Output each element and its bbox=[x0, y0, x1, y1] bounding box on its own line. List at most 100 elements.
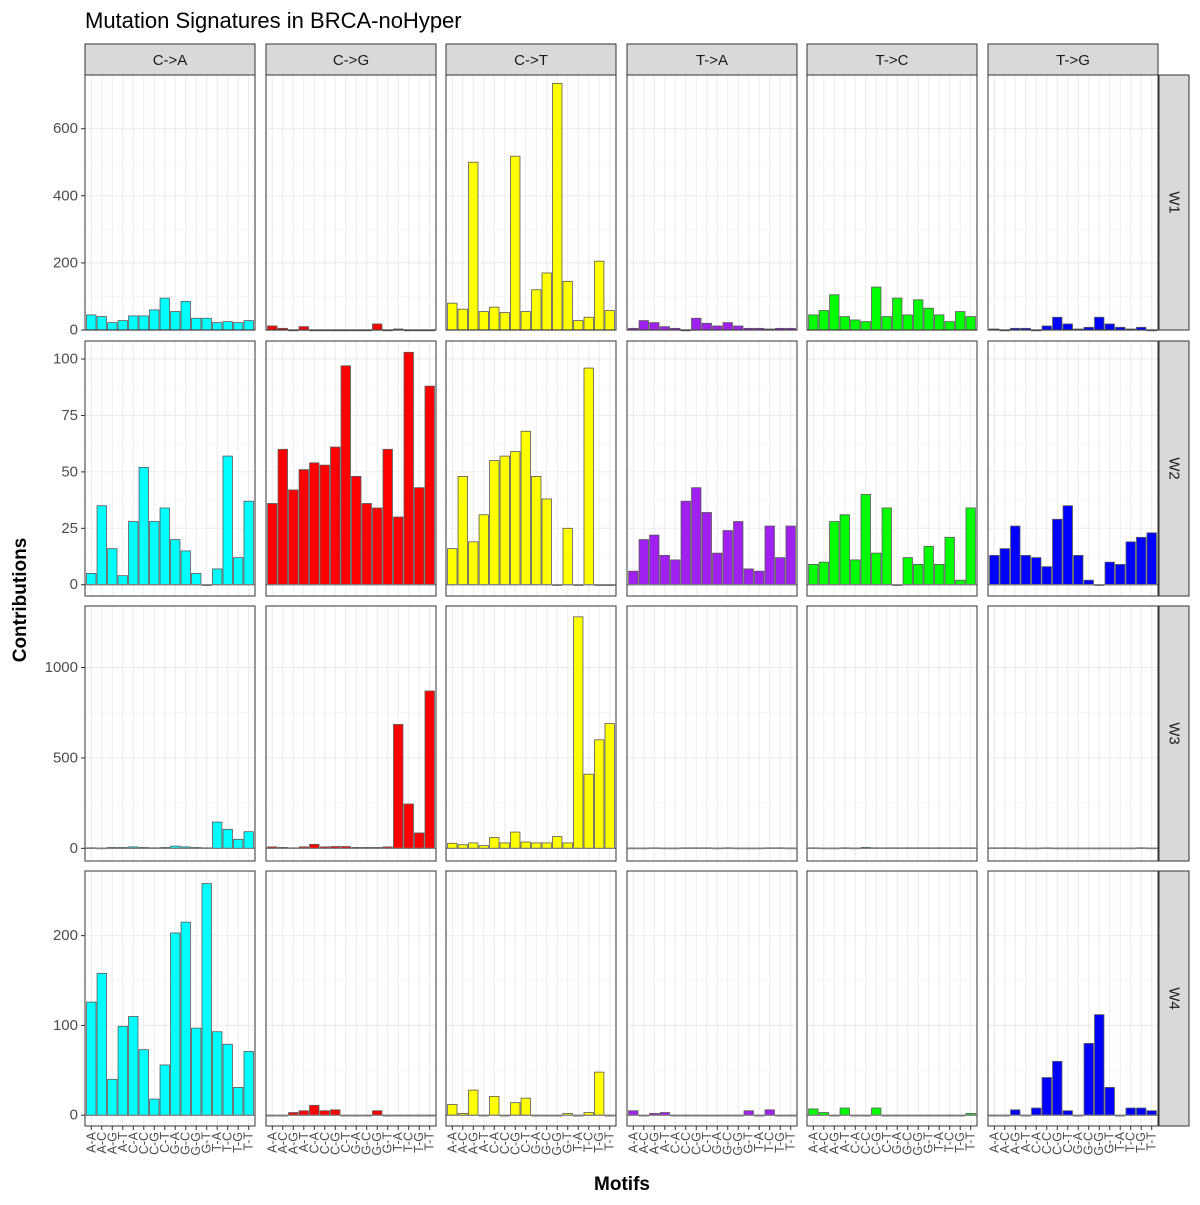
bar-w2-t-to-g-t-c bbox=[1125, 541, 1136, 586]
bar-w3-c-to-t-g-c bbox=[541, 842, 552, 849]
x-tick-label: C-A bbox=[668, 1131, 682, 1153]
bar-w3-c-to-t-t-g bbox=[594, 739, 605, 849]
bar-w4-c-to-g-c-c bbox=[319, 1110, 330, 1116]
bar-w2-t-to-a-c-t bbox=[701, 512, 712, 586]
bar-w3-c-to-t-t-a bbox=[573, 616, 584, 849]
x-tick-label: T-A bbox=[932, 1131, 946, 1151]
facet-strip-label-c-to-g: C->G bbox=[333, 52, 369, 69]
bar-w2-t-to-c-g-c bbox=[902, 557, 913, 586]
bar-w2-c-to-t-a-a bbox=[447, 548, 458, 586]
panel-border bbox=[987, 74, 1159, 331]
bar-w1-t-to-c-a-t bbox=[839, 316, 850, 331]
bar-w2-c-to-a-a-t bbox=[117, 575, 128, 586]
bar-w4-c-to-a-c-t bbox=[159, 1064, 170, 1116]
panel-bg-w1-c-to-a bbox=[85, 75, 255, 330]
y-tick-label: 200 bbox=[53, 254, 78, 271]
x-tick-label: A-T bbox=[116, 1132, 130, 1153]
x-tick-label: G-T bbox=[1103, 1132, 1117, 1154]
bar-w2-c-to-a-t-a bbox=[212, 568, 223, 586]
y-tick-label: 100 bbox=[53, 351, 78, 368]
y-tick-label: 0 bbox=[70, 322, 78, 339]
bar-w4-c-to-a-c-g bbox=[149, 1098, 160, 1116]
bar-w2-t-to-a-t-t bbox=[785, 525, 796, 586]
bar-w3-c-to-a-t-a bbox=[212, 821, 223, 849]
x-axis-title: Motifs bbox=[594, 1174, 650, 1195]
bar-w3-c-to-t-t-c bbox=[583, 773, 594, 849]
bar-w4-c-to-t-a-a bbox=[447, 1104, 458, 1116]
bar-w4-c-to-a-a-g bbox=[107, 1078, 118, 1116]
panel-bg-w4-t-to-a bbox=[627, 871, 797, 1126]
bar-w2-t-to-g-g-a bbox=[1073, 554, 1084, 586]
bar-w2-t-to-a-t-c bbox=[764, 525, 775, 586]
bar-w1-c-to-t-t-g bbox=[594, 260, 605, 331]
bar-w1-t-to-c-g-g bbox=[913, 299, 924, 331]
panel-border bbox=[265, 74, 437, 331]
facet-strip-label-c-to-a: C->A bbox=[153, 52, 188, 69]
x-tick-label: T-C bbox=[402, 1132, 416, 1152]
x-tick-label: C-C bbox=[137, 1132, 151, 1154]
x-tick-label: T-G bbox=[592, 1132, 606, 1153]
x-tick-label: T-G bbox=[412, 1132, 426, 1153]
x-tick-label: T-T bbox=[1145, 1132, 1159, 1151]
panel-border bbox=[265, 605, 437, 862]
bar-w4-t-to-g-t-t bbox=[1146, 1110, 1157, 1116]
y-tick-label: 500 bbox=[53, 749, 78, 766]
x-tick-label: G-G bbox=[1092, 1132, 1106, 1156]
bar-w1-t-to-g-c-c bbox=[1041, 325, 1052, 331]
facet-strip-t-to-a bbox=[626, 43, 798, 76]
bar-w3-c-to-g-t-a bbox=[393, 724, 404, 849]
bar-w4-t-to-a-t-c bbox=[764, 1109, 775, 1116]
bar-w4-c-to-t-c-t bbox=[520, 1097, 531, 1116]
x-tick-label: C-T bbox=[519, 1132, 533, 1153]
bar-w2-t-to-g-g-c bbox=[1083, 579, 1094, 586]
bar-w1-t-to-c-g-a bbox=[892, 297, 903, 331]
bar-w2-t-to-c-t-c bbox=[944, 536, 955, 586]
x-tick-label: C-G bbox=[328, 1132, 342, 1155]
bar-w2-c-to-a-a-a bbox=[86, 573, 97, 586]
bar-w2-t-to-g-c-t bbox=[1062, 505, 1073, 586]
bar-w1-c-to-g-a-a bbox=[267, 325, 278, 331]
bar-w1-c-to-a-c-a bbox=[128, 315, 139, 331]
bar-w2-t-to-c-g-t bbox=[923, 545, 934, 586]
bar-w2-c-to-a-t-g bbox=[233, 557, 244, 586]
bar-w4-c-to-a-g-t bbox=[201, 883, 212, 1116]
bar-w2-c-to-g-t-a bbox=[393, 516, 404, 586]
x-tick-label: C-C bbox=[859, 1132, 873, 1154]
bar-w1-t-to-a-g-g bbox=[733, 325, 744, 331]
x-tick-label: A-T bbox=[477, 1132, 491, 1153]
bar-w4-t-to-g-t-c bbox=[1125, 1107, 1136, 1116]
x-tick-label: G-T bbox=[561, 1132, 575, 1154]
x-tick-label: A-C bbox=[637, 1132, 651, 1154]
x-tick-label: A-A bbox=[265, 1131, 279, 1153]
facet-strip-label-w4: W4 bbox=[1166, 987, 1183, 1010]
x-tick-label: G-A bbox=[349, 1131, 363, 1154]
x-tick-label: G-T bbox=[200, 1132, 214, 1154]
x-tick-label: T-C bbox=[943, 1132, 957, 1152]
x-tick-label: C-T bbox=[700, 1132, 714, 1153]
bar-w2-c-to-g-g-t bbox=[382, 448, 393, 586]
bar-w2-c-to-t-c-a bbox=[489, 460, 500, 586]
x-tick-label: A-C bbox=[998, 1132, 1012, 1154]
bar-w1-t-to-g-c-g bbox=[1052, 316, 1063, 331]
x-tick-label: A-G bbox=[286, 1132, 300, 1154]
facet-strip-w1 bbox=[1158, 74, 1190, 331]
x-tick-label: A-T bbox=[297, 1132, 311, 1153]
bar-w1-c-to-t-a-a bbox=[447, 302, 458, 331]
panel-border bbox=[265, 340, 437, 597]
bar-w1-t-to-c-t-c bbox=[944, 321, 955, 331]
x-tick-label: T-T bbox=[784, 1132, 798, 1151]
x-tick-label: C-T bbox=[880, 1132, 894, 1153]
y-tick-label: 600 bbox=[53, 120, 78, 137]
panel-bg-w3-t-to-g bbox=[988, 606, 1158, 861]
bar-w4-t-to-g-c-a bbox=[1031, 1107, 1042, 1116]
panel-bg-w1-t-to-a bbox=[627, 75, 797, 330]
bar-w1-t-to-c-t-g bbox=[955, 311, 966, 331]
x-tick-label: T-C bbox=[763, 1132, 777, 1152]
x-tick-label: A-A bbox=[445, 1131, 459, 1153]
x-tick-label: C-A bbox=[487, 1131, 501, 1153]
bar-w4-t-to-c-a-a bbox=[808, 1108, 819, 1116]
bar-w2-c-to-a-c-c bbox=[138, 466, 149, 586]
bar-w4-t-to-g-g-c bbox=[1083, 1042, 1094, 1116]
bar-w2-t-to-g-c-g bbox=[1052, 518, 1063, 586]
bar-w1-c-to-a-c-g bbox=[149, 309, 160, 331]
